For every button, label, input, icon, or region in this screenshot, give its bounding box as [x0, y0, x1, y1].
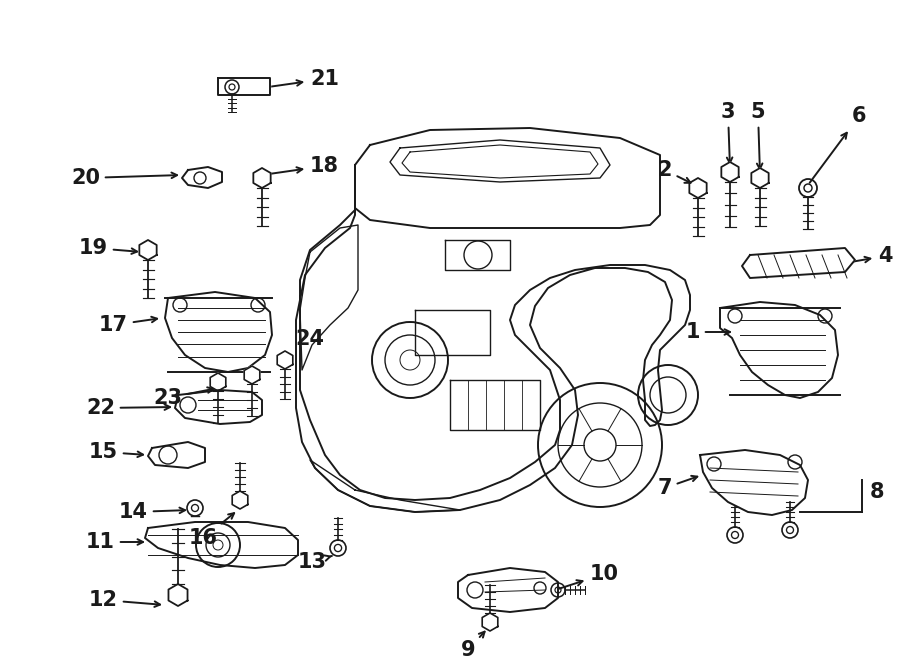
Text: 3: 3 [721, 102, 735, 163]
Polygon shape [165, 292, 272, 372]
Text: 1: 1 [686, 322, 730, 342]
Polygon shape [450, 380, 540, 430]
Polygon shape [721, 162, 739, 182]
Polygon shape [458, 568, 558, 612]
Text: 8: 8 [870, 482, 885, 502]
Polygon shape [296, 165, 690, 512]
Polygon shape [175, 390, 262, 424]
Text: 10: 10 [558, 564, 619, 589]
Polygon shape [182, 167, 222, 188]
Polygon shape [355, 128, 660, 228]
Polygon shape [218, 78, 270, 95]
Polygon shape [148, 442, 205, 468]
Polygon shape [752, 168, 769, 188]
Text: 2: 2 [658, 160, 690, 183]
Polygon shape [211, 373, 226, 391]
Polygon shape [253, 168, 271, 188]
Text: 22: 22 [86, 398, 170, 418]
Polygon shape [700, 450, 808, 515]
Polygon shape [145, 522, 298, 568]
Text: 5: 5 [751, 102, 765, 169]
Text: 21: 21 [271, 69, 339, 89]
Text: 9: 9 [461, 632, 484, 660]
Polygon shape [689, 178, 706, 198]
Text: 16: 16 [189, 513, 234, 548]
Text: 11: 11 [86, 532, 143, 552]
Text: 14: 14 [119, 502, 185, 522]
Polygon shape [140, 240, 157, 260]
Text: 23: 23 [153, 387, 213, 408]
Text: 13: 13 [298, 552, 332, 572]
Text: 17: 17 [99, 315, 158, 335]
Polygon shape [720, 302, 838, 398]
Text: 4: 4 [848, 246, 893, 266]
Polygon shape [482, 613, 498, 631]
Polygon shape [168, 584, 187, 606]
Polygon shape [244, 366, 260, 384]
Polygon shape [742, 248, 855, 278]
Text: 19: 19 [79, 238, 137, 258]
Text: 20: 20 [71, 168, 177, 188]
Text: 6: 6 [810, 106, 867, 183]
Text: 7: 7 [658, 476, 698, 498]
Text: 12: 12 [89, 590, 160, 610]
Polygon shape [232, 491, 248, 509]
Text: 15: 15 [89, 442, 143, 462]
Text: 18: 18 [265, 156, 339, 176]
Text: 24: 24 [284, 329, 324, 361]
Polygon shape [277, 351, 292, 369]
